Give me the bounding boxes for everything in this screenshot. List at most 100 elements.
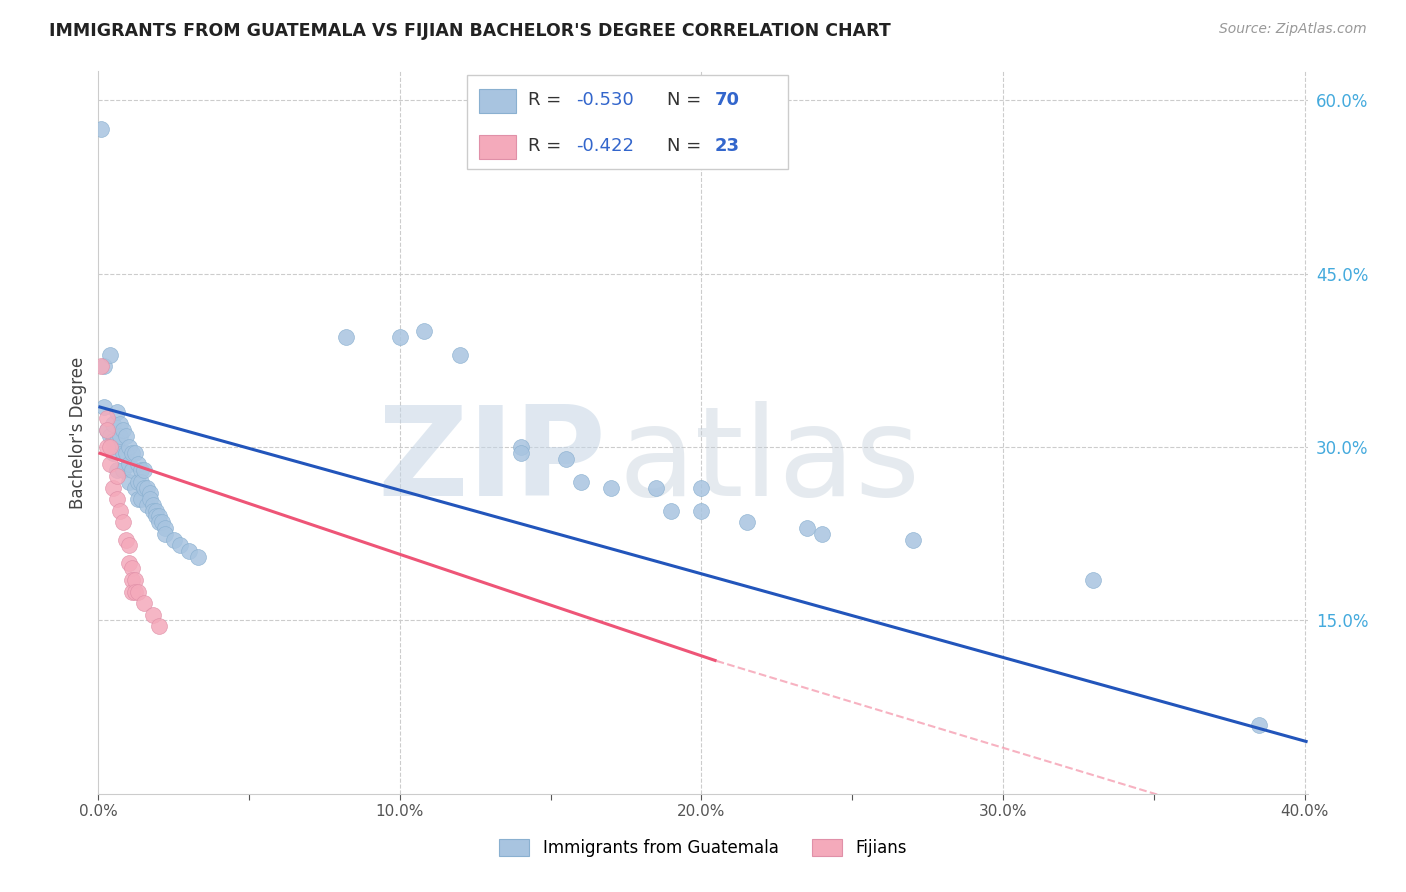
Point — [111, 463, 134, 477]
Text: ZIP: ZIP — [378, 401, 606, 522]
Point — [127, 475, 149, 489]
Point — [148, 619, 170, 633]
Point — [901, 533, 924, 547]
Point — [127, 584, 149, 599]
Text: IMMIGRANTS FROM GUATEMALA VS FIJIAN BACHELOR'S DEGREE CORRELATION CHART: IMMIGRANTS FROM GUATEMALA VS FIJIAN BACH… — [49, 22, 891, 40]
Text: -0.422: -0.422 — [576, 136, 634, 155]
Point — [121, 561, 143, 575]
Point — [100, 458, 122, 472]
Point — [93, 400, 115, 414]
Point — [124, 481, 146, 495]
Point — [600, 481, 623, 495]
Point — [187, 549, 209, 564]
Point — [117, 475, 139, 489]
Point — [1249, 717, 1271, 731]
Point — [117, 458, 139, 472]
Point — [569, 475, 592, 489]
Point — [132, 481, 155, 495]
Point — [103, 434, 125, 449]
Text: N =: N = — [666, 91, 707, 109]
Point — [153, 521, 176, 535]
Point — [335, 330, 357, 344]
Point — [100, 440, 122, 454]
Point — [103, 417, 125, 431]
Point — [111, 423, 134, 437]
Point — [96, 423, 118, 437]
Point — [796, 521, 818, 535]
Point — [148, 509, 170, 524]
Point — [93, 359, 115, 373]
Point — [145, 509, 167, 524]
Point — [138, 492, 160, 507]
FancyBboxPatch shape — [479, 135, 516, 159]
Point — [90, 122, 112, 136]
Point — [103, 446, 125, 460]
Point — [148, 515, 170, 529]
Point — [100, 428, 122, 442]
Point — [645, 481, 668, 495]
Point — [413, 325, 436, 339]
Point — [142, 503, 165, 517]
Text: -0.530: -0.530 — [576, 91, 634, 109]
Point — [554, 451, 576, 466]
Point — [117, 556, 139, 570]
Point — [659, 503, 682, 517]
Point — [121, 446, 143, 460]
Point — [100, 348, 122, 362]
Point — [1083, 573, 1105, 587]
Point — [811, 526, 834, 541]
Point — [127, 458, 149, 472]
Point — [121, 584, 143, 599]
Point — [129, 463, 152, 477]
Point — [111, 446, 134, 460]
Point — [135, 498, 157, 512]
Legend: Immigrants from Guatemala, Fijians: Immigrants from Guatemala, Fijians — [491, 830, 915, 865]
Text: R =: R = — [527, 91, 567, 109]
Point — [142, 607, 165, 622]
Point — [124, 584, 146, 599]
Point — [449, 348, 471, 362]
Text: 70: 70 — [716, 91, 740, 109]
Text: 23: 23 — [716, 136, 740, 155]
Point — [163, 533, 186, 547]
Point — [108, 417, 131, 431]
Point — [114, 446, 136, 460]
Point — [124, 573, 146, 587]
Point — [138, 486, 160, 500]
Point — [96, 440, 118, 454]
Point — [90, 359, 112, 373]
Point — [129, 475, 152, 489]
Point — [117, 440, 139, 454]
Point — [105, 463, 128, 477]
Point — [105, 492, 128, 507]
Point — [135, 481, 157, 495]
Point — [103, 481, 125, 495]
Point — [108, 428, 131, 442]
Text: atlas: atlas — [619, 401, 921, 522]
Point — [735, 515, 758, 529]
Point — [142, 498, 165, 512]
Point — [690, 503, 713, 517]
Point — [96, 423, 118, 437]
Point — [105, 434, 128, 449]
Point — [105, 469, 128, 483]
Point — [509, 446, 531, 460]
Point — [96, 411, 118, 425]
Text: N =: N = — [666, 136, 707, 155]
Point — [105, 405, 128, 419]
Text: Source: ZipAtlas.com: Source: ZipAtlas.com — [1219, 22, 1367, 37]
Point — [388, 330, 411, 344]
Point — [129, 492, 152, 507]
Point — [132, 463, 155, 477]
Point — [121, 463, 143, 477]
Point — [117, 538, 139, 552]
Point — [114, 533, 136, 547]
Point — [177, 544, 200, 558]
Point — [121, 573, 143, 587]
Point — [145, 503, 167, 517]
Point — [114, 428, 136, 442]
Point — [108, 503, 131, 517]
Point — [169, 538, 191, 552]
Point — [127, 492, 149, 507]
Point — [509, 440, 531, 454]
